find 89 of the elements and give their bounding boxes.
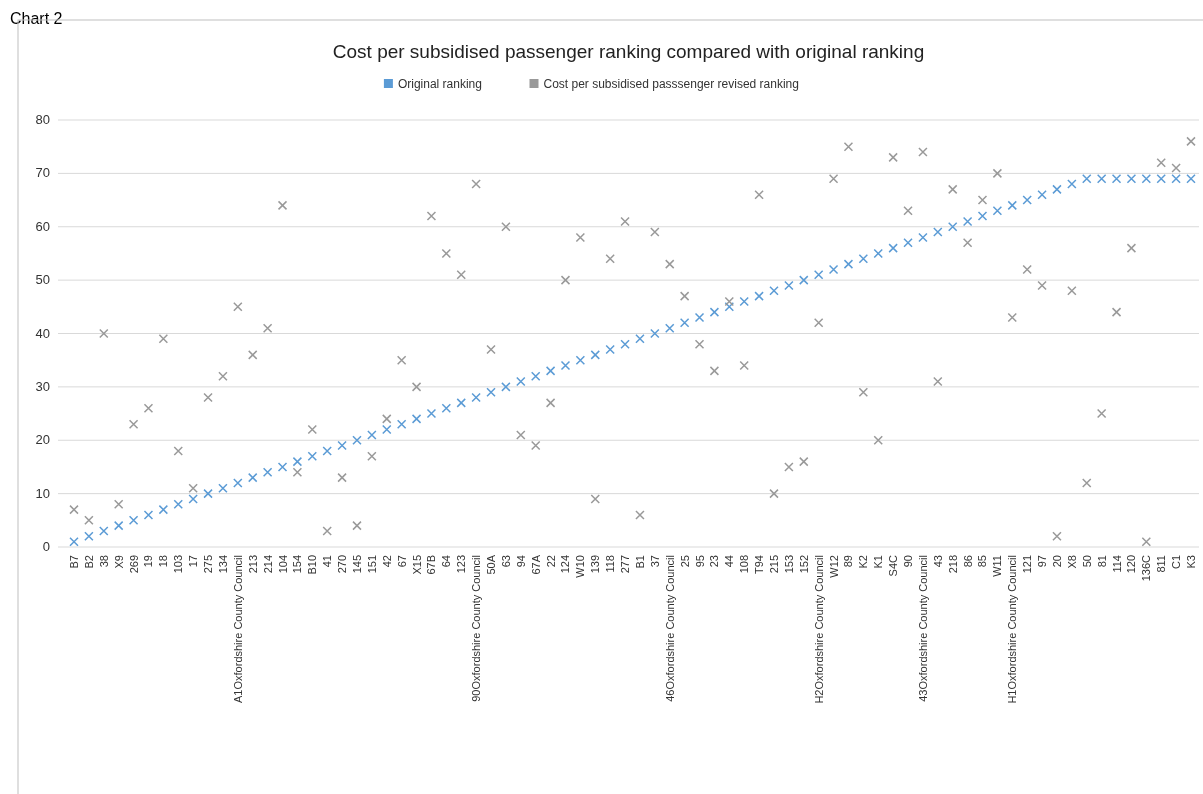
x-tick-label: 121 — [1021, 555, 1034, 574]
x-tick-label: 123 — [455, 555, 468, 574]
x-tick-label: 213 — [246, 555, 259, 574]
x-tick-label: 38 — [97, 555, 110, 568]
x-tick-label: 154 — [291, 555, 304, 574]
x-tick-label: 90 — [902, 555, 915, 568]
x-tick-label: 43 — [931, 555, 944, 568]
x-tick-label: 41 — [321, 555, 334, 568]
x-tick-label: 145 — [350, 555, 363, 574]
x-tick-label: 17 — [187, 555, 200, 568]
x-tick-label: 42 — [380, 555, 393, 568]
x-tick-label: T94 — [753, 555, 766, 574]
x-tick-label: 269 — [127, 555, 140, 574]
x-tick-label: 50A — [485, 554, 498, 575]
x-tick-label: 22 — [544, 555, 557, 568]
x-tick-label: 85 — [976, 555, 989, 568]
x-tick-label: 86 — [961, 555, 974, 568]
x-tick-label: 90Oxfordshire County Council — [470, 555, 483, 702]
x-tick-label: 50 — [1080, 555, 1093, 568]
x-tick-label: 89 — [842, 555, 855, 568]
legend-label: Cost per subsidised passsenger revised ranking — [543, 77, 799, 91]
x-tick-label: H1Oxfordshire County Council — [1006, 555, 1019, 704]
x-tick-label: 275 — [202, 555, 215, 574]
x-tick-label: A1Oxfordshire County Council — [231, 555, 244, 703]
x-tick-label: 67A — [529, 554, 542, 575]
x-tick-label: 63 — [499, 555, 512, 568]
x-tick-label: 811 — [1155, 555, 1168, 573]
x-tick-label: 67 — [395, 555, 408, 568]
x-tick-label: S4C — [887, 554, 900, 577]
x-tick-label: 214 — [261, 555, 274, 574]
x-tick-label: K2 — [857, 555, 870, 569]
x-tick-label: 120 — [1125, 555, 1138, 574]
x-tick-label: 19 — [142, 555, 155, 568]
x-tick-label: 136C — [1140, 554, 1153, 582]
y-tick-label: 0 — [42, 539, 50, 554]
x-tick-label: 218 — [946, 555, 959, 574]
x-tick-label: X15 — [410, 555, 423, 575]
x-tick-label: 215 — [767, 555, 780, 574]
x-tick-label: B1 — [633, 555, 646, 569]
x-tick-label: 67B — [425, 555, 438, 575]
x-tick-label: 139 — [589, 555, 602, 574]
x-tick-label: 124 — [559, 555, 572, 574]
x-tick-label: X9 — [112, 555, 125, 569]
x-tick-label: W11 — [991, 555, 1004, 577]
y-tick-label: 20 — [35, 432, 50, 448]
x-tick-label: 95 — [693, 555, 706, 568]
y-tick-label: 10 — [35, 485, 50, 501]
x-tick-label: B2 — [82, 555, 95, 569]
y-tick-label: 50 — [35, 272, 50, 288]
x-tick-label: W12 — [827, 555, 840, 578]
x-tick-label: 43Oxfordshire County Council — [916, 555, 929, 702]
y-tick-label: 70 — [35, 165, 50, 181]
x-tick-label: K1 — [872, 555, 885, 569]
x-tick-label: H2Oxfordshire County Council — [812, 555, 825, 704]
x-tick-label: 37 — [648, 555, 661, 568]
x-tick-label: 44 — [723, 555, 736, 568]
x-tick-label: 108 — [738, 555, 751, 574]
x-tick-label: K3 — [1185, 555, 1197, 569]
legend-label: Original ranking — [397, 77, 482, 91]
x-tick-label: 46Oxfordshire County Council — [663, 555, 676, 702]
x-tick-label: 81 — [1095, 555, 1108, 568]
y-tick-label: 60 — [35, 218, 50, 234]
x-tick-label: 104 — [276, 555, 289, 574]
x-tick-label: C1 — [1170, 555, 1183, 570]
x-tick-label: 97 — [1036, 555, 1049, 568]
x-tick-label: 151 — [365, 555, 378, 574]
y-tick-label: 80 — [35, 112, 50, 127]
y-tick-label: 40 — [35, 325, 50, 341]
chart-title: Cost per subsidised passenger ranking compared with original ranking — [332, 41, 925, 62]
x-tick-label: 114 — [1110, 555, 1123, 573]
x-tick-label: X8 — [1065, 555, 1078, 569]
x-tick-label: 20 — [1050, 555, 1063, 568]
x-tick-label: 277 — [619, 555, 632, 574]
x-tick-label: 25 — [678, 555, 691, 568]
x-tick-label: 134 — [216, 555, 229, 574]
caption: Chart 2 — [10, 10, 63, 27]
x-tick-label: B7 — [68, 555, 80, 569]
x-tick-label: B10 — [306, 555, 319, 575]
x-tick-label: 118 — [604, 555, 617, 573]
x-tick-label: 18 — [157, 555, 170, 568]
x-tick-label: 270 — [336, 555, 349, 574]
x-tick-label: 103 — [172, 555, 185, 574]
x-tick-label: 23 — [708, 555, 721, 568]
x-tick-label: 64 — [440, 555, 453, 568]
x-tick-label: W10 — [574, 555, 587, 578]
x-tick-label: 153 — [782, 555, 795, 574]
y-tick-label: 30 — [35, 378, 50, 394]
x-tick-label: 94 — [514, 555, 527, 568]
x-tick-label: 152 — [797, 555, 810, 574]
